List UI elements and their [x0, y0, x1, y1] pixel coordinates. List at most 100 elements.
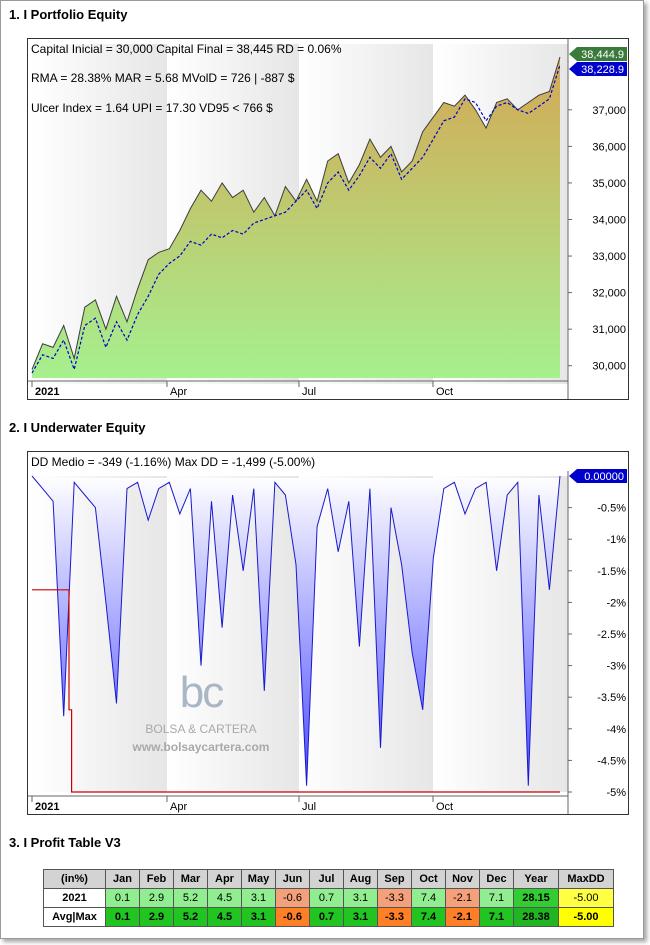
y-tick-label: -2.5%	[597, 629, 626, 641]
x-tick-label: 2021	[35, 801, 59, 813]
profit-table-header-cell: Jun	[275, 869, 310, 889]
equity-chart: 30,000 31,000 32,000 33,000 34,000 35,000 36,0…	[27, 38, 629, 400]
profit-table-header-cell: Jan	[105, 869, 140, 889]
value-label-bg	[569, 47, 627, 61]
profit-table-cell: 2.9	[139, 907, 174, 927]
profit-table-header-cell: MaxDD	[558, 869, 614, 889]
x-tick-label: 2021	[35, 386, 59, 398]
profit-table-row-label: Avg|Max	[43, 907, 106, 927]
value-label: 38,228.9	[581, 64, 624, 76]
value-label-bg	[569, 469, 627, 483]
underwater-section-title: 2. I Underwater Equity	[9, 420, 146, 435]
value-label: 0.00000	[584, 471, 624, 483]
profit-table-header-cell: Oct	[411, 869, 446, 889]
quarter-band	[167, 476, 299, 792]
profit-table-cell: -2.1	[445, 888, 480, 908]
profit-table-header-cell: Dec	[479, 869, 514, 889]
profit-table-cell: 7.4	[411, 907, 446, 927]
series-line-secondary	[32, 589, 560, 793]
x-tick-label: Jul	[302, 386, 316, 398]
profit-table-header-cell: Nov	[445, 869, 480, 889]
x-tick-label: Jul	[302, 801, 316, 813]
profit-table-row: Avg|Max 0.1 2.9 5.2 4.5 3.1 -0.6 0.7 3.1 -3.3 7.4-…	[43, 907, 614, 927]
equity-chart-svg: 30,000 31,000 32,000 33,000 34,000 35,000 36,0…	[28, 39, 627, 399]
profit-table-header-cell: Mar	[173, 869, 208, 889]
profit-table-header: (in%) Jan Feb Mar Apr May Jun Jul Aug Sep Oct Nov De…	[43, 869, 614, 889]
profit-table-header-cell: Year	[513, 869, 559, 889]
profit-table-cell: 0.7	[309, 907, 344, 927]
value-label-bg	[569, 62, 627, 76]
equity-stats-line-1: Capital Inicial = 30,000 Capital Final =…	[31, 42, 342, 56]
y-tick-label: -4%	[606, 724, 626, 736]
series-line-secondary	[31, 64, 561, 374]
y-tick-label: 31,000	[592, 324, 626, 336]
profit-table-cell: -2.1	[445, 907, 480, 927]
watermark-url: www.bolsaycartera.com	[132, 740, 270, 754]
profit-table-header-cell: May	[241, 869, 276, 889]
profit-table-cell: 28.38	[513, 907, 559, 927]
underwater-chart-svg: -0.5% -1% -1.5% -2% -2.5% -3% -3.5% -4% -4.5% -5%…	[28, 469, 627, 814]
watermark: bc BOLSA & CARTERA www.bolsaycartera.com	[121, 668, 281, 755]
profit-table-cell: 0.7	[309, 888, 344, 908]
profit-table-cell: 0.1	[105, 888, 140, 908]
profit-table-cell: 3.1	[241, 907, 276, 927]
profit-table-cell: 3.1	[343, 907, 378, 927]
profit-table-cell: 3.1	[343, 888, 378, 908]
profit-table-cell: 4.5	[207, 888, 242, 908]
profit-table-cell: 0.1	[105, 907, 140, 927]
y-tick-label: -1.5%	[597, 566, 626, 578]
y-tick-label: -5%	[606, 787, 626, 799]
y-tick-label: -2%	[606, 597, 626, 609]
profit-table-row-label: 2021	[43, 888, 106, 908]
profit-table-cell: -0.6	[275, 907, 310, 927]
y-tick-label: 36,000	[592, 141, 626, 153]
watermark-name: BOLSA & CARTERA	[145, 722, 257, 736]
y-tick-label: -3%	[606, 661, 626, 673]
profit-table-header-cell: Apr	[207, 869, 242, 889]
watermark-logo: bc	[179, 668, 224, 717]
profit-table-header-cell: Feb	[139, 869, 174, 889]
profit-table-cell: -5.00	[558, 888, 614, 908]
profit-section-title: 3. I Profit Table V3	[9, 835, 121, 850]
y-tick-label: 32,000	[592, 288, 626, 300]
y-tick-label: -4.5%	[597, 755, 626, 767]
y-tick-label: -1%	[606, 534, 626, 546]
profit-table-cell: -3.3	[377, 907, 412, 927]
profit-table-cell: -5.00	[558, 907, 614, 927]
equity-stats-line-3: Ulcer Index = 1.64 UPI = 17.30 VD95 < 76…	[31, 101, 273, 115]
profit-table-row: 2021 0.1 2.9 5.2 4.5 3.1 -0.6 0.7 3.1 -3.3 7.4 -2.1…	[43, 888, 614, 908]
profit-table-cell: -0.6	[275, 888, 310, 908]
equity-stats-line-2: RMA = 28.38% MAR = 5.68 MVolD = 726 | -8…	[31, 71, 295, 85]
profit-table-header-cell: Sep	[377, 869, 412, 889]
y-tick-label: 37,000	[592, 105, 626, 117]
profit-table-cell: 2.9	[139, 888, 174, 908]
profit-table-cell: 4.5	[207, 907, 242, 927]
y-tick-label: -0.5%	[597, 503, 626, 515]
x-tick-label: Apr	[170, 386, 187, 398]
underwater-chart: -0.5% -1% -1.5% -2% -2.5% -3% -3.5% -4% -4.5% -5%…	[27, 451, 629, 815]
profit-table-header-cell: Jul	[309, 869, 344, 889]
x-tick-label: Apr	[170, 801, 187, 813]
profit-table-cell: 28.15	[513, 888, 559, 908]
series-area	[32, 57, 560, 378]
y-tick-label: -3.5%	[597, 692, 626, 704]
profit-table-cell: 7.1	[479, 888, 514, 908]
value-label: 38,444.9	[581, 49, 624, 61]
profit-table-cell: -3.3	[377, 888, 412, 908]
y-tick-label: 30,000	[592, 361, 626, 373]
profit-table-cell: 7.4	[411, 888, 446, 908]
profit-table-header-cell: (in%)	[43, 869, 106, 889]
profit-table-cell: 5.2	[173, 907, 208, 927]
series-area	[32, 476, 560, 786]
y-tick-label: 35,000	[592, 178, 626, 190]
equity-section-title: 1. I Portfolio Equity	[9, 7, 128, 22]
series-line	[31, 475, 561, 786]
y-tick-label: 33,000	[592, 251, 626, 263]
underwater-stats-line: DD Medio = -349 (-1.16%) Max DD = -1,499…	[31, 455, 316, 469]
x-tick-label: Oct	[436, 801, 453, 813]
profit-table-cell: 7.1	[479, 907, 514, 927]
profit-table-header-cell: Aug	[343, 869, 378, 889]
profit-table-cell: 3.1	[241, 888, 276, 908]
y-tick-label: 34,000	[592, 214, 626, 226]
x-tick-label: Oct	[436, 386, 453, 398]
